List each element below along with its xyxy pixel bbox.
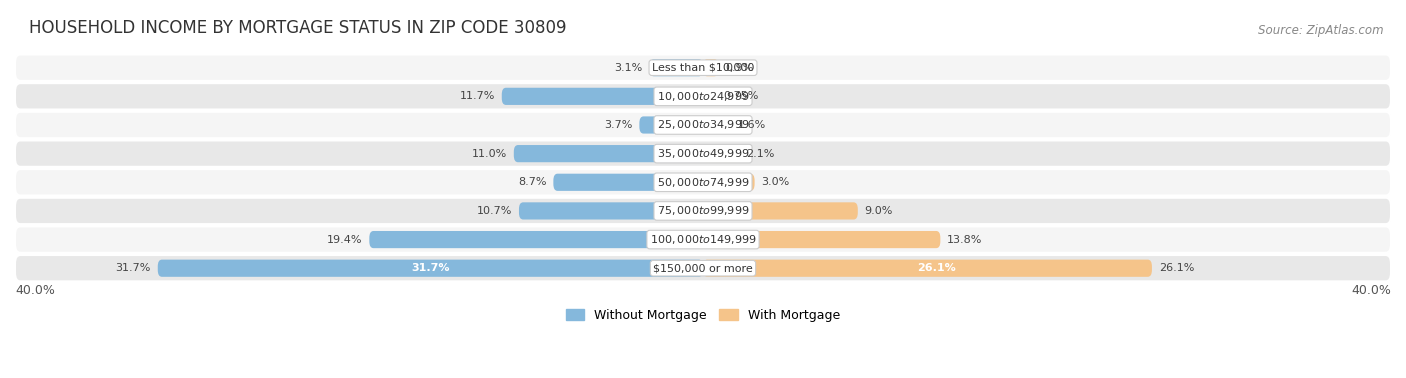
FancyBboxPatch shape bbox=[650, 59, 703, 76]
Text: 13.8%: 13.8% bbox=[948, 235, 983, 245]
Text: $35,000 to $49,999: $35,000 to $49,999 bbox=[657, 147, 749, 160]
FancyBboxPatch shape bbox=[15, 169, 1391, 195]
FancyBboxPatch shape bbox=[640, 116, 703, 133]
Text: 3.7%: 3.7% bbox=[605, 120, 633, 130]
FancyBboxPatch shape bbox=[502, 88, 703, 105]
Text: 11.0%: 11.0% bbox=[471, 149, 508, 159]
Text: $25,000 to $34,999: $25,000 to $34,999 bbox=[657, 118, 749, 132]
Text: $150,000 or more: $150,000 or more bbox=[654, 263, 752, 273]
Text: $75,000 to $99,999: $75,000 to $99,999 bbox=[657, 204, 749, 217]
FancyBboxPatch shape bbox=[703, 116, 731, 133]
FancyBboxPatch shape bbox=[15, 198, 1391, 224]
FancyBboxPatch shape bbox=[15, 255, 1391, 281]
Text: $100,000 to $149,999: $100,000 to $149,999 bbox=[650, 233, 756, 246]
FancyBboxPatch shape bbox=[703, 231, 941, 248]
FancyBboxPatch shape bbox=[15, 112, 1391, 138]
FancyBboxPatch shape bbox=[513, 145, 703, 162]
FancyBboxPatch shape bbox=[157, 260, 703, 277]
FancyBboxPatch shape bbox=[703, 88, 716, 105]
FancyBboxPatch shape bbox=[703, 59, 718, 76]
Text: 31.7%: 31.7% bbox=[115, 263, 150, 273]
FancyBboxPatch shape bbox=[703, 145, 740, 162]
Legend: Without Mortgage, With Mortgage: Without Mortgage, With Mortgage bbox=[561, 304, 845, 327]
Text: 19.4%: 19.4% bbox=[328, 235, 363, 245]
Text: $50,000 to $74,999: $50,000 to $74,999 bbox=[657, 176, 749, 189]
Text: 10.7%: 10.7% bbox=[477, 206, 512, 216]
FancyBboxPatch shape bbox=[554, 174, 703, 191]
Text: 2.1%: 2.1% bbox=[747, 149, 775, 159]
Text: 3.1%: 3.1% bbox=[614, 63, 643, 73]
Text: Source: ZipAtlas.com: Source: ZipAtlas.com bbox=[1258, 24, 1384, 37]
FancyBboxPatch shape bbox=[370, 231, 703, 248]
Text: 26.1%: 26.1% bbox=[1159, 263, 1194, 273]
Text: HOUSEHOLD INCOME BY MORTGAGE STATUS IN ZIP CODE 30809: HOUSEHOLD INCOME BY MORTGAGE STATUS IN Z… bbox=[28, 19, 567, 37]
Text: 3.0%: 3.0% bbox=[762, 177, 790, 187]
FancyBboxPatch shape bbox=[15, 226, 1391, 253]
Text: 11.7%: 11.7% bbox=[460, 91, 495, 101]
FancyBboxPatch shape bbox=[703, 202, 858, 220]
Text: 0.75%: 0.75% bbox=[723, 91, 758, 101]
Text: 40.0%: 40.0% bbox=[15, 284, 55, 297]
Text: 31.7%: 31.7% bbox=[411, 263, 450, 273]
FancyBboxPatch shape bbox=[703, 174, 755, 191]
Text: 40.0%: 40.0% bbox=[1351, 284, 1391, 297]
Text: 0.9%: 0.9% bbox=[725, 63, 754, 73]
FancyBboxPatch shape bbox=[15, 54, 1391, 81]
Text: 1.6%: 1.6% bbox=[737, 120, 766, 130]
FancyBboxPatch shape bbox=[15, 141, 1391, 167]
Text: Less than $10,000: Less than $10,000 bbox=[652, 63, 754, 73]
Text: 9.0%: 9.0% bbox=[865, 206, 893, 216]
FancyBboxPatch shape bbox=[15, 83, 1391, 110]
FancyBboxPatch shape bbox=[519, 202, 703, 220]
Text: 26.1%: 26.1% bbox=[917, 263, 956, 273]
FancyBboxPatch shape bbox=[703, 260, 1152, 277]
Text: 8.7%: 8.7% bbox=[517, 177, 547, 187]
Text: $10,000 to $24,999: $10,000 to $24,999 bbox=[657, 90, 749, 103]
